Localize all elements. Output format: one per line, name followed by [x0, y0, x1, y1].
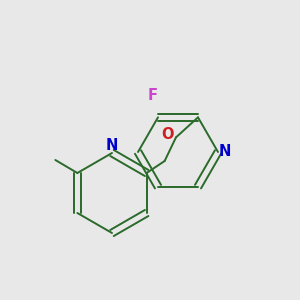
Text: N: N	[106, 139, 118, 154]
Text: O: O	[162, 127, 174, 142]
Text: N: N	[219, 145, 231, 160]
Text: F: F	[148, 88, 158, 103]
